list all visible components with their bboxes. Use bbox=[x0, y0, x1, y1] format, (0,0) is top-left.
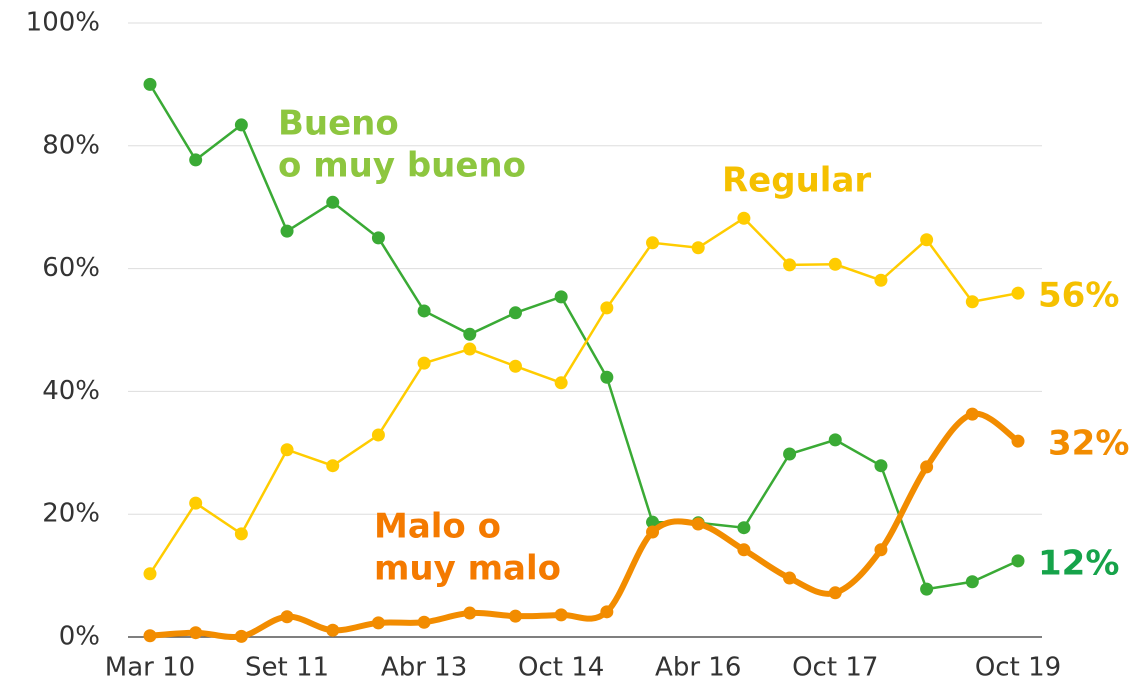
series-label: Regular bbox=[722, 161, 871, 201]
y-tick-label: 80% bbox=[42, 130, 100, 160]
x-tick-label: Set 11 bbox=[245, 653, 329, 683]
point bbox=[783, 571, 797, 585]
point bbox=[234, 629, 248, 643]
point bbox=[874, 459, 888, 473]
point bbox=[326, 623, 340, 637]
point bbox=[463, 342, 477, 356]
point bbox=[828, 586, 842, 600]
point bbox=[828, 257, 842, 271]
point bbox=[874, 273, 888, 287]
point bbox=[280, 443, 294, 457]
y-tick-label: 0% bbox=[59, 622, 100, 652]
point bbox=[189, 496, 203, 510]
series-line bbox=[149, 410, 1020, 640]
point bbox=[371, 231, 385, 245]
point bbox=[326, 195, 340, 209]
point bbox=[326, 459, 340, 473]
point bbox=[189, 626, 203, 640]
point bbox=[417, 615, 431, 629]
point bbox=[234, 118, 248, 132]
point bbox=[828, 433, 842, 447]
point bbox=[600, 605, 614, 619]
series-label: Malo o bbox=[374, 507, 501, 547]
point bbox=[1011, 554, 1025, 568]
point bbox=[691, 241, 705, 255]
series-line bbox=[148, 216, 1019, 575]
point bbox=[280, 224, 294, 238]
point bbox=[508, 306, 522, 320]
x-tick-label: Abr 13 bbox=[381, 653, 467, 683]
point bbox=[965, 407, 979, 421]
point bbox=[920, 233, 934, 247]
y-tick-label: 100% bbox=[26, 8, 100, 38]
point bbox=[463, 606, 477, 620]
point bbox=[463, 327, 477, 341]
point bbox=[737, 521, 751, 535]
point bbox=[417, 356, 431, 370]
point bbox=[417, 304, 431, 318]
point bbox=[965, 295, 979, 309]
series-label: muy malo bbox=[374, 549, 561, 589]
point bbox=[737, 543, 751, 557]
x-tick-label: Mar 10 bbox=[105, 653, 195, 683]
point bbox=[280, 610, 294, 624]
point bbox=[965, 575, 979, 589]
point bbox=[783, 258, 797, 272]
point bbox=[920, 582, 934, 596]
point bbox=[371, 428, 385, 442]
point bbox=[143, 629, 157, 643]
series-line bbox=[148, 83, 1019, 591]
point bbox=[189, 153, 203, 167]
point bbox=[234, 527, 248, 541]
point bbox=[508, 609, 522, 623]
x-tick-label: Oct 14 bbox=[518, 653, 604, 683]
y-tick-label: 20% bbox=[42, 499, 100, 529]
y-tick-label: 40% bbox=[42, 376, 100, 406]
y-tick-label: 60% bbox=[42, 253, 100, 283]
point bbox=[554, 290, 568, 304]
point bbox=[1011, 434, 1025, 448]
point bbox=[600, 370, 614, 384]
point bbox=[508, 359, 522, 373]
x-tick-label: Abr 16 bbox=[655, 653, 741, 683]
value-label: 12% bbox=[1038, 543, 1119, 583]
point bbox=[691, 517, 705, 531]
series-label: Bueno bbox=[278, 104, 399, 144]
point bbox=[646, 236, 660, 250]
point bbox=[874, 543, 888, 557]
point bbox=[737, 211, 751, 225]
point bbox=[783, 447, 797, 461]
point bbox=[646, 525, 660, 539]
x-tick-label: Oct 17 bbox=[792, 653, 878, 683]
x-tick-label: Oct 19 bbox=[975, 653, 1061, 683]
point bbox=[554, 608, 568, 622]
point bbox=[600, 301, 614, 315]
point bbox=[1011, 286, 1025, 300]
point bbox=[143, 77, 157, 91]
series-label: o muy bueno bbox=[278, 146, 526, 186]
point bbox=[920, 460, 934, 474]
point bbox=[554, 376, 568, 390]
value-label: 32% bbox=[1048, 424, 1129, 464]
point bbox=[143, 567, 157, 581]
point bbox=[371, 616, 385, 630]
value-label: 56% bbox=[1038, 276, 1119, 316]
